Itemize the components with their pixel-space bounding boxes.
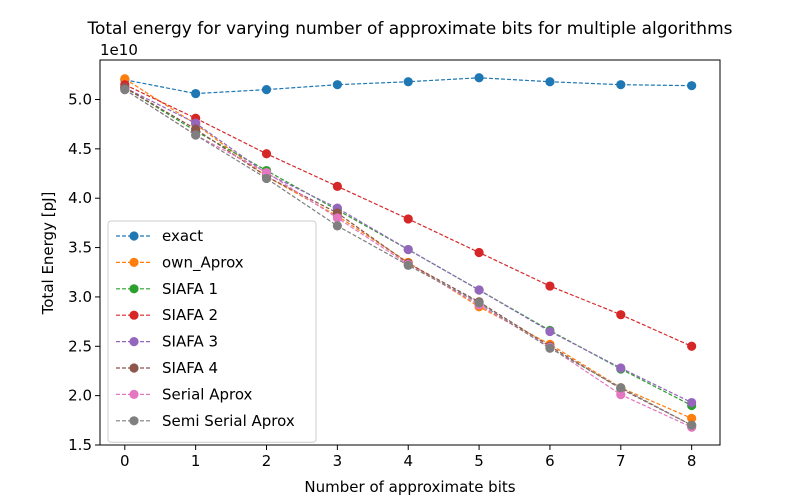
data-point bbox=[687, 420, 697, 430]
data-point bbox=[616, 80, 626, 90]
y-tick-label: 4.5 bbox=[68, 140, 92, 158]
legend-marker bbox=[129, 310, 139, 320]
data-point bbox=[332, 181, 342, 191]
data-point bbox=[191, 88, 201, 99]
data-point bbox=[403, 260, 413, 270]
y-tick-label: 4.0 bbox=[68, 189, 92, 207]
data-point bbox=[687, 81, 697, 91]
legend-label: Semi Serial Aprox bbox=[162, 412, 295, 430]
x-tick-label: 7 bbox=[616, 452, 626, 470]
x-tick-label: 5 bbox=[474, 452, 484, 470]
data-point bbox=[545, 77, 555, 87]
data-point bbox=[687, 341, 697, 351]
legend-item: Serial Aprox bbox=[116, 385, 253, 403]
data-point bbox=[332, 213, 342, 223]
legend-box bbox=[107, 220, 317, 443]
data-point bbox=[332, 221, 342, 231]
legend-marker bbox=[129, 231, 139, 241]
axes-frame bbox=[99, 59, 721, 446]
legend-item: SIAFA 3 bbox=[116, 333, 218, 351]
y-axis-offset-label: 1e10 bbox=[100, 41, 138, 59]
x-tick-label: 3 bbox=[333, 452, 343, 470]
data-point bbox=[403, 244, 413, 255]
data-point bbox=[687, 397, 697, 408]
data-point bbox=[616, 310, 626, 320]
data-point bbox=[191, 130, 201, 140]
x-tick-label: 6 bbox=[545, 452, 555, 470]
legend-marker bbox=[129, 257, 139, 267]
data-point bbox=[545, 343, 555, 353]
y-axis-label: Total Energy [pJ] bbox=[39, 192, 57, 316]
legend-item: SIAFA 2 bbox=[116, 306, 218, 324]
data-point bbox=[616, 390, 626, 400]
legend-label: SIAFA 4 bbox=[162, 359, 218, 377]
series-exact bbox=[120, 73, 697, 99]
x-tick-label: 1 bbox=[191, 452, 201, 470]
series-siafa-2 bbox=[120, 80, 697, 351]
legend-marker bbox=[129, 284, 139, 294]
legend-label: SIAFA 3 bbox=[162, 333, 218, 351]
plot-area: 0 1 2 3 4 5 6 7 8 1.5 2.0 2.5 3.0 3.5 4.0 4.5 5.0 exact ow… bbox=[68, 59, 721, 470]
data-point bbox=[545, 281, 555, 291]
legend-item: exact bbox=[116, 227, 203, 245]
legend-label: SIAFA 2 bbox=[162, 306, 218, 324]
legend-label: own_Aprox bbox=[162, 253, 244, 272]
data-point bbox=[403, 77, 413, 87]
legend-item: own_Aprox bbox=[116, 253, 244, 272]
legend-item: SIAFA 4 bbox=[116, 359, 218, 377]
legend: exact own_Aprox SIAFA 1 SIAFA 2 SIAFA 3 SIAFA… bbox=[107, 220, 317, 443]
data-point bbox=[474, 247, 484, 258]
y-tick-label: 3.5 bbox=[68, 239, 92, 257]
data-point bbox=[261, 85, 272, 95]
legend-label: SIAFA 1 bbox=[162, 280, 218, 298]
y-tick-label: 5.0 bbox=[68, 90, 92, 108]
x-tick-label: 4 bbox=[403, 452, 413, 470]
x-axis-label: Number of approximate bits bbox=[304, 478, 515, 496]
legend-marker bbox=[129, 363, 139, 373]
legend-item: Semi Serial Aprox bbox=[116, 412, 295, 430]
legend-marker bbox=[129, 416, 139, 426]
legend-label: Serial Aprox bbox=[162, 385, 253, 403]
data-point bbox=[616, 383, 626, 393]
data-point bbox=[474, 298, 484, 308]
data-point bbox=[332, 80, 342, 90]
y-tick-label: 2.5 bbox=[68, 337, 92, 355]
data-point bbox=[616, 363, 626, 373]
data-point bbox=[474, 73, 484, 83]
y-tick-label: 3.0 bbox=[68, 288, 92, 306]
data-point bbox=[474, 285, 484, 295]
data-point bbox=[120, 85, 130, 95]
data-point bbox=[403, 214, 413, 224]
x-tick-label: 8 bbox=[687, 452, 697, 470]
x-tick-label: 0 bbox=[120, 452, 130, 470]
legend-marker bbox=[129, 389, 139, 399]
x-tick-label: 2 bbox=[262, 452, 272, 470]
legend-label: exact bbox=[162, 227, 203, 245]
data-point bbox=[687, 413, 697, 423]
series-semi-serial-aprox bbox=[120, 85, 697, 430]
data-point bbox=[261, 173, 272, 184]
data-point bbox=[545, 326, 555, 337]
y-tick-label: 1.5 bbox=[68, 436, 92, 454]
chart-title: Total energy for varying number of appro… bbox=[86, 19, 732, 39]
legend-marker bbox=[129, 337, 139, 347]
y-tick-label: 2.0 bbox=[68, 387, 92, 405]
data-point bbox=[261, 149, 272, 159]
legend-item: SIAFA 1 bbox=[116, 280, 218, 298]
